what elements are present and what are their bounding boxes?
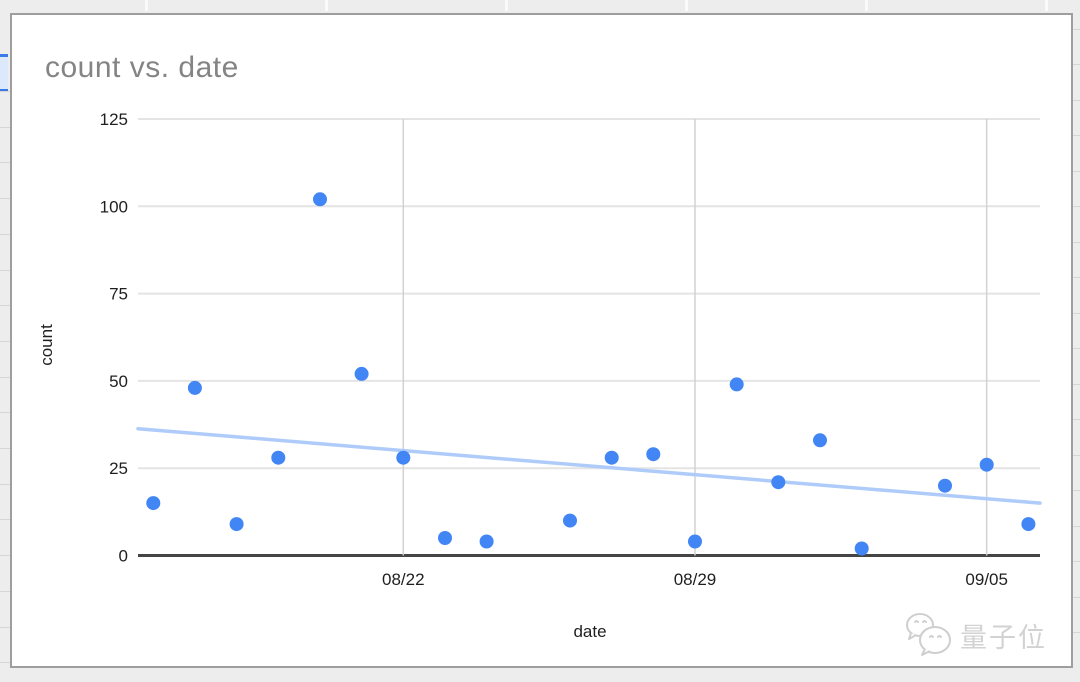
row-divider xyxy=(0,305,10,307)
row-divider xyxy=(1073,561,1080,562)
row-divider xyxy=(1073,206,1080,207)
row-divider xyxy=(0,376,10,378)
column-divider xyxy=(505,0,508,11)
column-divider xyxy=(325,0,328,11)
row-divider xyxy=(0,590,10,592)
row-divider xyxy=(0,91,10,92)
row-divider xyxy=(0,269,10,271)
column-divider xyxy=(1045,0,1048,11)
chart-title: count vs. date xyxy=(45,51,239,84)
row-divider xyxy=(1073,28,1080,30)
row-divider xyxy=(0,198,10,200)
row-divider xyxy=(1073,490,1080,491)
sheet-column-strip xyxy=(0,0,1080,11)
row-divider xyxy=(1073,525,1080,527)
row-divider xyxy=(1073,632,1080,633)
row-divider xyxy=(0,662,10,664)
row-divider xyxy=(1073,312,1080,314)
row-divider xyxy=(1073,170,1080,172)
row-divider xyxy=(0,412,10,414)
selected-cell-highlight[interactable] xyxy=(0,54,8,92)
row-divider xyxy=(1073,241,1080,243)
row-divider xyxy=(0,126,10,128)
row-divider xyxy=(1073,383,1080,385)
watermark: 量子位 xyxy=(904,612,1047,658)
row-divider xyxy=(1073,64,1080,65)
row-divider xyxy=(1073,419,1080,420)
chart-card[interactable]: count vs. date 量子位 xyxy=(10,13,1073,668)
row-divider xyxy=(1073,135,1080,136)
watermark-text: 量子位 xyxy=(960,622,1047,653)
row-divider xyxy=(0,483,10,485)
row-divider xyxy=(1073,99,1080,101)
column-divider xyxy=(865,0,868,11)
column-divider xyxy=(145,0,148,11)
chat-bubbles-icon xyxy=(906,613,951,656)
row-divider xyxy=(1073,277,1080,278)
sheet-row-strip-right xyxy=(1073,0,1080,682)
row-divider xyxy=(0,555,10,557)
row-divider xyxy=(0,626,10,628)
row-divider xyxy=(0,162,10,164)
row-divider xyxy=(0,233,10,235)
row-divider xyxy=(0,340,10,342)
row-divider xyxy=(0,519,10,521)
sheet-bottom-strip xyxy=(0,668,1080,682)
row-divider xyxy=(1073,454,1080,456)
sheet-row-strip-left xyxy=(0,0,10,682)
row-divider xyxy=(0,448,10,449)
row-divider xyxy=(1073,596,1080,598)
column-divider xyxy=(685,0,688,11)
row-divider xyxy=(1073,348,1080,349)
